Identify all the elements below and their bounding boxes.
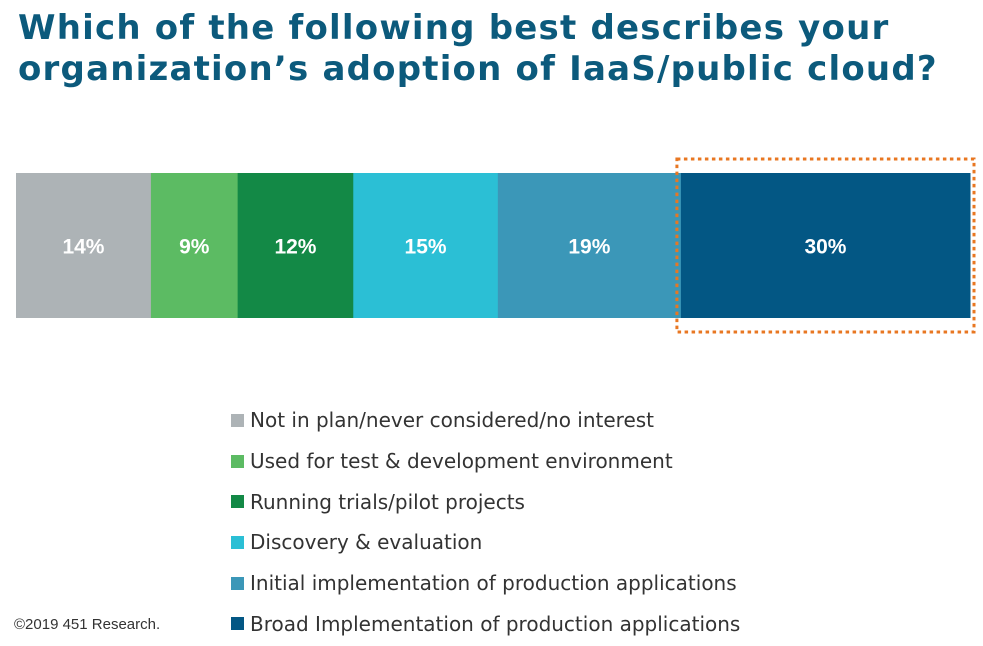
- legend-swatch: [231, 413, 244, 427]
- highlight-dotted-box: [675, 157, 976, 334]
- bar-value-label-6: 30%: [804, 236, 846, 259]
- chart-title: Which of the following best describes yo…: [18, 8, 938, 89]
- bar-value-label-3: 12%: [274, 236, 316, 259]
- bar-value-label-2: 9%: [179, 236, 210, 259]
- legend-item-1: Not in plan/never considered/no interest: [231, 400, 740, 441]
- legend-label: Not in plan/never considered/no interest: [250, 408, 655, 433]
- legend-item-6: Broad Implementation of production appli…: [231, 603, 740, 644]
- legend-label: Initial implementation of production app…: [250, 571, 737, 596]
- legend-item-5: Initial implementation of production app…: [231, 563, 740, 604]
- bar-segment-4: [353, 173, 499, 318]
- legend-item-2: Used for test & development environment: [231, 441, 740, 482]
- legend-swatch: [231, 576, 244, 590]
- bar-value-label-1: 14%: [62, 236, 104, 259]
- bar-segment-3: [237, 173, 354, 318]
- legend-swatch: [231, 617, 244, 631]
- legend-swatch: [231, 535, 244, 549]
- bar-segment-2: [150, 173, 239, 318]
- bar-value-label-5: 19%: [568, 236, 610, 259]
- legend-label: Used for test & development environment: [250, 449, 673, 474]
- bar-segment-5: [497, 173, 682, 318]
- legend-swatch: [231, 495, 244, 509]
- chart-legend: Not in plan/never considered/no interest…: [231, 400, 740, 644]
- legend-swatch: [231, 454, 244, 468]
- legend-label: Running trials/pilot projects: [250, 489, 525, 514]
- stacked-bar-chart: 14% 9% 12% 15% 19% 30%: [16, 157, 976, 334]
- bar-segment-6: [680, 173, 971, 318]
- legend-item-4: Discovery & evaluation: [231, 522, 740, 563]
- bar-segment-1: [16, 173, 152, 318]
- bar-value-label-4: 15%: [405, 236, 447, 259]
- copyright-notice: ©2019 451 Research.: [14, 616, 161, 633]
- legend-item-3: Running trials/pilot projects: [231, 481, 740, 522]
- legend-label: Discovery & evaluation: [250, 530, 483, 555]
- legend-label: Broad Implementation of production appli…: [250, 611, 741, 636]
